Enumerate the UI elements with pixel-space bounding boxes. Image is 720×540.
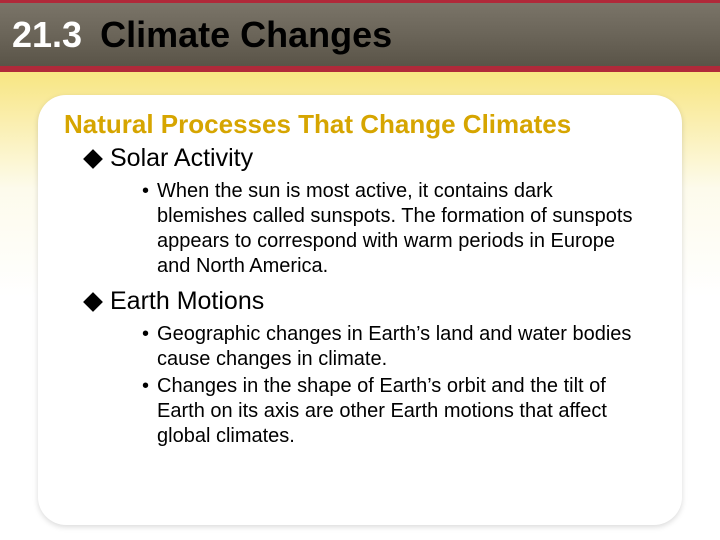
topic-row: Earth Motions — [86, 287, 656, 316]
topic-row: Solar Activity — [86, 144, 656, 173]
section-title: Climate Changes — [100, 14, 392, 56]
bullet-text: Changes in the shape of Earth’s orbit an… — [157, 374, 637, 449]
bullet-dot-icon: • — [142, 322, 149, 372]
bullet-list: • Geographic changes in Earth’s land and… — [142, 322, 656, 449]
topic-label: Earth Motions — [110, 287, 264, 316]
bullet-dot-icon: • — [142, 374, 149, 449]
content-card: Natural Processes That Change Climates S… — [38, 95, 682, 525]
topic-label: Solar Activity — [110, 144, 253, 173]
bullet-dot-icon: • — [142, 179, 149, 279]
card-subtitle: Natural Processes That Change Climates — [64, 109, 656, 140]
diamond-icon — [83, 149, 103, 169]
bullet-item: • Changes in the shape of Earth’s orbit … — [142, 374, 656, 449]
header-band: 21.3 Climate Changes — [0, 0, 720, 72]
bullet-item: • Geographic changes in Earth’s land and… — [142, 322, 656, 372]
diamond-icon — [83, 292, 103, 312]
bullet-text: Geographic changes in Earth’s land and w… — [157, 322, 637, 372]
bullet-item: • When the sun is most active, it contai… — [142, 179, 656, 279]
bullet-text: When the sun is most active, it contains… — [157, 179, 637, 279]
bullet-list: • When the sun is most active, it contai… — [142, 179, 656, 279]
section-number: 21.3 — [12, 14, 82, 56]
